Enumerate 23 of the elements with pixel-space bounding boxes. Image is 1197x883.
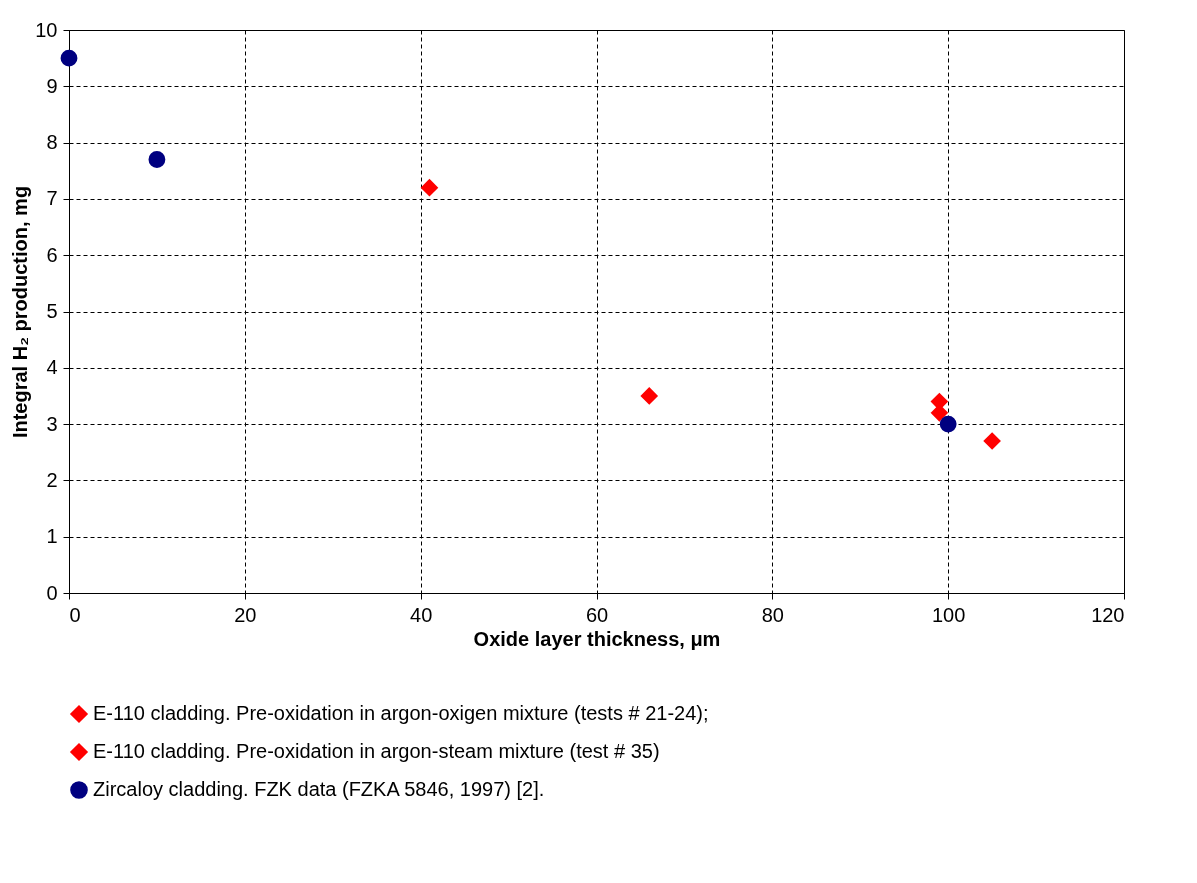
y-tick-label: 4 <box>46 356 58 379</box>
x-tick-label: 40 <box>410 603 433 626</box>
legend-label: Zircaloy cladding. FZK data (FZKA 5846, 1997) [2]. <box>93 778 545 800</box>
x-axis-title: Oxide layer thickness, μm <box>473 627 721 650</box>
legend-label: E-110 cladding. Pre-oxidation in argon-oxigen mixture (tests # 21-24); <box>93 702 709 724</box>
x-tick-label: 120 <box>1091 603 1125 626</box>
x-tick-label: 0 <box>69 603 81 626</box>
y-tick-label: 6 <box>46 243 58 266</box>
x-tick-label: 100 <box>931 603 966 626</box>
y-tick-label: 0 <box>46 581 58 604</box>
legend-label: E-110 cladding. Pre-oxidation in argon-steam mixture (test # 35) <box>93 740 660 762</box>
x-tick-label: 60 <box>585 603 609 626</box>
y-tick-label: 1 <box>46 525 58 548</box>
y-axis-title: Integral H₂ production, mg <box>9 185 32 439</box>
y-tick-label: 8 <box>46 131 58 154</box>
y-tick-label: 2 <box>46 468 58 491</box>
y-tick-label: 9 <box>46 74 58 97</box>
x-tick-label: 80 <box>761 603 784 626</box>
y-tick-label: 10 <box>35 18 58 41</box>
y-tick-label: 7 <box>46 187 58 210</box>
y-tick-label: 5 <box>46 300 58 322</box>
x-tick-label: 20 <box>234 603 257 626</box>
y-tick-label: 3 <box>46 412 58 435</box>
